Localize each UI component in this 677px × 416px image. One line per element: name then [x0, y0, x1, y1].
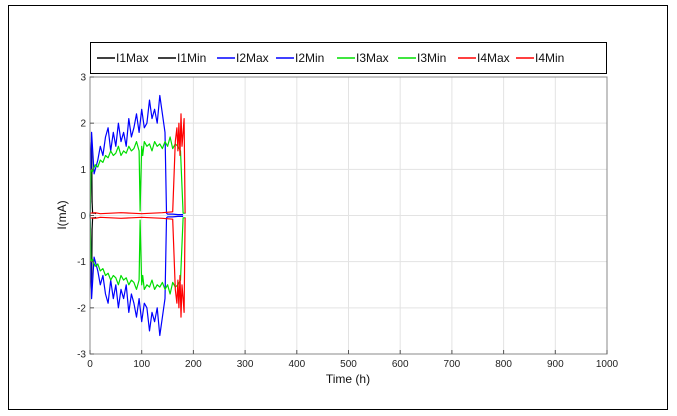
legend-label-i4min: I4Min [535, 51, 564, 65]
x-tick-label: 400 [288, 359, 305, 370]
legend-label-i2max: I2Max [236, 51, 269, 65]
x-tick-label: 200 [185, 359, 202, 370]
series-line-i4min [89, 216, 186, 318]
x-tick-label: 0 [87, 359, 93, 370]
y-tick-label: -2 [77, 303, 86, 314]
x-tick-labels: 0 100 200 300 400 500 600 700 800 900 1000 [87, 359, 618, 370]
tick-marks [89, 76, 608, 355]
x-tick-label: 800 [495, 359, 512, 370]
y-tick-label: -3 [77, 350, 86, 361]
y-tick-label: 1 [80, 165, 86, 176]
x-tick-label: 700 [444, 359, 461, 370]
series-line-i2max [89, 94, 184, 216]
legend-label-i3min: I3Min [417, 51, 446, 65]
legend-label-i3max: I3Max [356, 51, 389, 65]
y-axis-label: I(mA) [55, 200, 69, 229]
x-tick-label: 900 [547, 359, 564, 370]
plot-area: 0 100 200 300 400 500 600 700 800 900 1000 -3 -2 -1 0… [77, 73, 618, 371]
x-axis-label: Time (h) [326, 372, 370, 386]
legend-label-i1min: I1Min [177, 51, 206, 65]
y-tick-labels: -3 -2 -1 0 1 2 3 [77, 73, 86, 361]
series-group [89, 94, 186, 337]
y-tick-label: 3 [80, 73, 86, 84]
y-tick-label: 0 [80, 211, 86, 222]
legend-label-i1max: I1Max [116, 51, 149, 65]
x-tick-label: 500 [340, 359, 357, 370]
legend-label-i4max: I4Max [477, 51, 510, 65]
y-tick-label: -1 [77, 257, 86, 268]
x-tick-label: 1000 [596, 359, 619, 370]
x-tick-label: 600 [392, 359, 409, 370]
series-line-i2min [89, 215, 184, 337]
series-line-i4max [89, 113, 186, 215]
legend: I1Max I1Min I2Max I2Min I3Max I3Min I4Max I4Min [90, 42, 607, 74]
x-tick-label: 100 [133, 359, 150, 370]
y-tick-label: 2 [80, 119, 86, 130]
x-tick-label: 300 [237, 359, 254, 370]
legend-label-i2min: I2Min [295, 51, 324, 65]
series-line-i3min [89, 215, 186, 295]
series-line-i3max [89, 136, 186, 216]
